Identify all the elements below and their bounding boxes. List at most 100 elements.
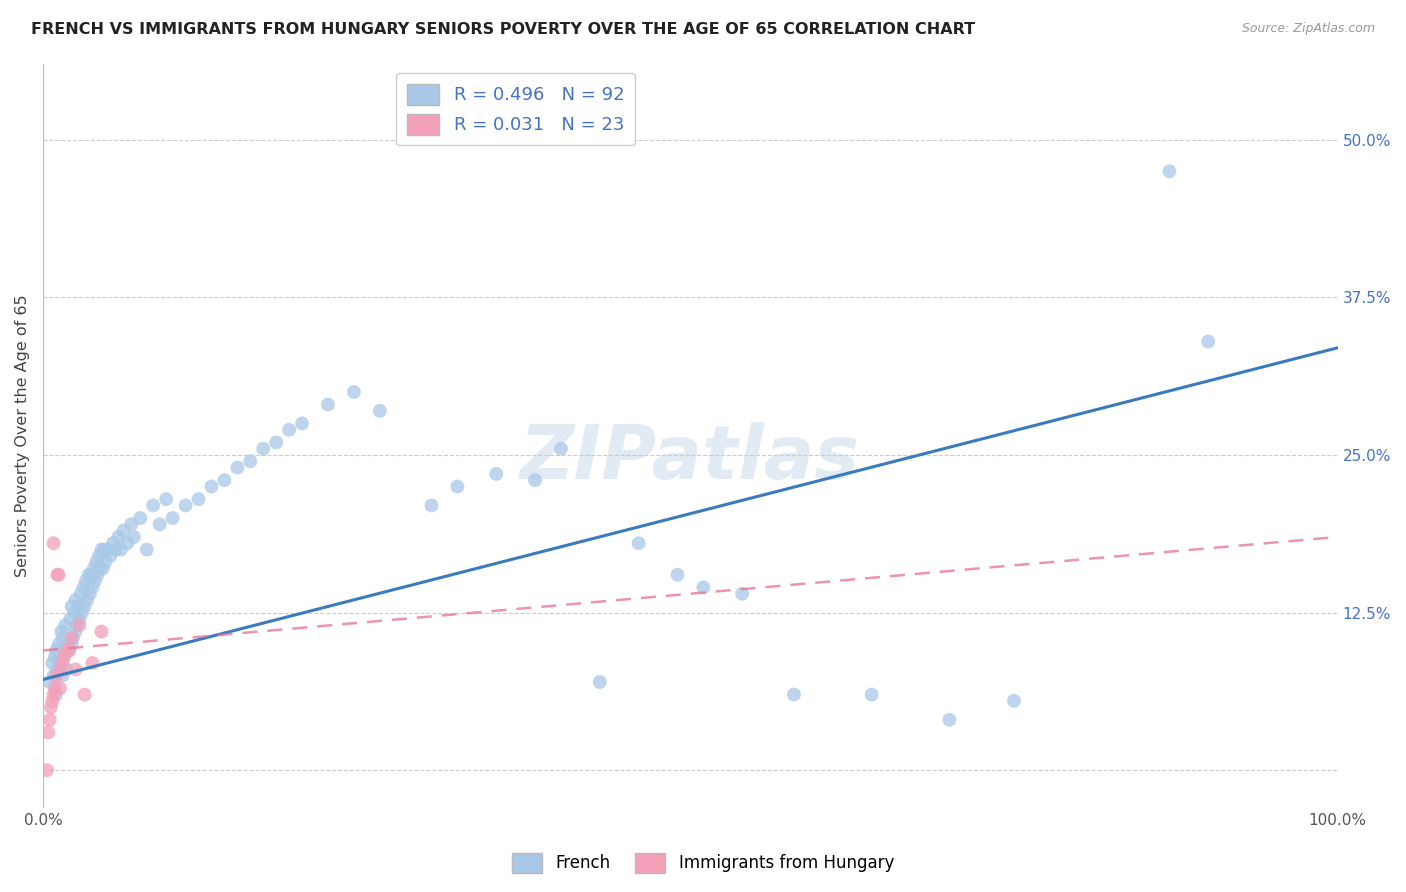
Point <box>100 549 122 563</box>
Point <box>264 435 287 450</box>
Point <box>783 688 806 702</box>
Point <box>87 549 110 563</box>
Point <box>65 624 87 639</box>
Point <box>55 643 77 657</box>
Point <box>97 542 120 557</box>
Point <box>44 681 66 696</box>
Point <box>84 574 107 588</box>
Point <box>44 649 66 664</box>
Point <box>77 567 100 582</box>
Point <box>860 688 883 702</box>
Point <box>73 599 96 614</box>
Point <box>51 662 73 676</box>
Point <box>38 675 60 690</box>
Point <box>589 675 612 690</box>
Point <box>162 511 184 525</box>
Point <box>94 555 117 569</box>
Point <box>938 713 960 727</box>
Point <box>291 417 314 431</box>
Point <box>627 536 650 550</box>
Y-axis label: Seniors Poverty Over the Age of 65: Seniors Poverty Over the Age of 65 <box>15 294 30 577</box>
Point <box>56 637 79 651</box>
Point <box>60 631 83 645</box>
Point <box>239 454 262 468</box>
Point <box>278 423 301 437</box>
Point <box>53 618 76 632</box>
Point <box>368 404 391 418</box>
Point <box>67 618 90 632</box>
Point <box>63 606 86 620</box>
Point <box>104 542 127 557</box>
Point <box>45 668 67 682</box>
Point <box>41 656 63 670</box>
Point <box>48 567 70 582</box>
Point <box>49 656 72 670</box>
Point <box>107 530 129 544</box>
Point <box>120 517 142 532</box>
Text: FRENCH VS IMMIGRANTS FROM HUNGARY SENIORS POVERTY OVER THE AGE OF 65 CORRELATION: FRENCH VS IMMIGRANTS FROM HUNGARY SENIOR… <box>31 22 974 37</box>
Point <box>41 694 63 708</box>
Point <box>101 536 124 550</box>
Point <box>58 643 80 657</box>
Point <box>731 587 754 601</box>
Point <box>66 618 89 632</box>
Point <box>52 668 75 682</box>
Point <box>82 656 104 670</box>
Point <box>90 624 112 639</box>
Point <box>86 567 108 582</box>
Point <box>35 764 58 778</box>
Point <box>58 643 80 657</box>
Point <box>117 536 139 550</box>
Point <box>52 631 75 645</box>
Point <box>51 624 73 639</box>
Point <box>75 574 97 588</box>
Point <box>42 668 65 682</box>
Point <box>62 631 84 645</box>
Point <box>112 524 135 538</box>
Point <box>67 599 90 614</box>
Point <box>82 581 104 595</box>
Point <box>89 561 111 575</box>
Point <box>200 479 222 493</box>
Point <box>67 612 90 626</box>
Point <box>46 662 69 676</box>
Point <box>46 567 69 582</box>
Point <box>343 384 366 399</box>
Point <box>48 637 70 651</box>
Point <box>70 606 93 620</box>
Point <box>38 713 60 727</box>
Point <box>76 593 98 607</box>
Legend: French, Immigrants from Hungary: French, Immigrants from Hungary <box>505 847 901 880</box>
Point <box>149 517 172 532</box>
Point <box>91 561 114 575</box>
Point <box>42 688 65 702</box>
Point <box>142 499 165 513</box>
Point <box>214 473 236 487</box>
Legend: R = 0.496   N = 92, R = 0.031   N = 23: R = 0.496 N = 92, R = 0.031 N = 23 <box>396 73 636 145</box>
Text: ZIPatlas: ZIPatlas <box>520 422 860 495</box>
Point <box>226 460 249 475</box>
Point <box>80 567 103 582</box>
Point <box>73 688 96 702</box>
Point <box>1197 334 1219 349</box>
Point <box>187 492 209 507</box>
Point <box>60 637 83 651</box>
Point <box>84 555 107 569</box>
Point <box>59 612 82 626</box>
Point <box>69 587 91 601</box>
Point <box>316 398 339 412</box>
Point <box>155 492 177 507</box>
Point <box>60 599 83 614</box>
Point <box>52 649 75 664</box>
Point <box>122 530 145 544</box>
Point <box>52 656 75 670</box>
Point <box>1159 164 1181 178</box>
Point <box>666 567 689 582</box>
Point <box>42 536 65 550</box>
Point <box>692 581 714 595</box>
Point <box>83 561 105 575</box>
Point <box>49 681 72 696</box>
Point <box>420 499 443 513</box>
Point <box>485 467 508 481</box>
Point <box>39 700 62 714</box>
